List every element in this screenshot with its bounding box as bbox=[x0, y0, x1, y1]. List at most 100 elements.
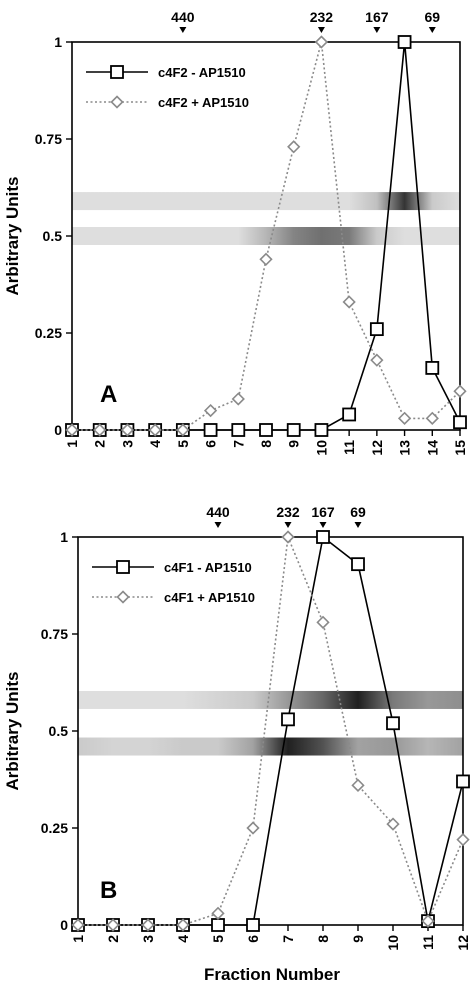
x-tick-label: 5 bbox=[210, 935, 226, 943]
series-point-diamond bbox=[93, 423, 107, 437]
y-tick-label: 0.5 bbox=[49, 723, 69, 739]
legend-diamond-marker bbox=[116, 590, 130, 604]
series-point-square bbox=[386, 716, 400, 731]
series-point-diamond bbox=[425, 411, 439, 425]
series-point-diamond bbox=[176, 918, 190, 932]
x-tick-label: 4 bbox=[175, 935, 191, 943]
series-point-diamond bbox=[246, 821, 260, 835]
series-point-square bbox=[259, 423, 273, 437]
series-point-square bbox=[281, 712, 295, 727]
gel-band-lower bbox=[72, 227, 460, 245]
x-tick-label: 14 bbox=[424, 440, 440, 456]
y-tick-label: 0.5 bbox=[43, 228, 63, 244]
series-line bbox=[78, 533, 464, 926]
y-tick-label: 1 bbox=[54, 34, 62, 50]
series-point-diamond bbox=[370, 353, 384, 367]
series-point-diamond bbox=[287, 140, 301, 154]
mw-marker-label: 167 bbox=[365, 9, 389, 25]
mw-marker-arrow bbox=[214, 522, 222, 528]
y-tick-label: 0 bbox=[54, 422, 62, 438]
series-point-diamond bbox=[386, 817, 400, 831]
mw-marker-label: 232 bbox=[310, 9, 334, 25]
series-point-square bbox=[211, 918, 225, 932]
series-point-diamond bbox=[342, 295, 356, 309]
series-point-square bbox=[316, 530, 330, 544]
mw-marker-arrow bbox=[373, 27, 381, 33]
x-tick-label: 7 bbox=[230, 440, 246, 448]
y-tick-label: 1 bbox=[60, 529, 68, 545]
x-axis-title: Fraction Number bbox=[204, 965, 340, 984]
panel-letter: B bbox=[100, 877, 117, 904]
series-point-diamond bbox=[397, 411, 412, 425]
series-point-diamond bbox=[71, 918, 85, 932]
legend-square-marker bbox=[110, 65, 124, 79]
series-point-diamond bbox=[351, 778, 365, 792]
series-point-diamond bbox=[314, 35, 329, 49]
series-point-diamond bbox=[148, 423, 162, 437]
gel-band-upper bbox=[78, 690, 463, 709]
mw-marker-arrow bbox=[354, 522, 362, 528]
series-point-square bbox=[231, 423, 246, 437]
series-line bbox=[78, 535, 464, 926]
mw-marker-arrow bbox=[317, 27, 325, 33]
x-tick-label: 13 bbox=[397, 440, 413, 456]
x-tick-label: 8 bbox=[315, 935, 331, 943]
y-axis-title: Arbitrary Units bbox=[3, 671, 22, 790]
series-line bbox=[72, 41, 461, 431]
x-tick-label: 7 bbox=[280, 935, 296, 943]
x-tick-label: 3 bbox=[119, 440, 135, 448]
series-point-diamond bbox=[106, 918, 120, 932]
x-tick-label: 3 bbox=[140, 935, 156, 943]
x-tick-label: 8 bbox=[258, 440, 274, 448]
series-point-square bbox=[286, 423, 301, 437]
y-tick-label: 0 bbox=[60, 917, 68, 933]
series-point-diamond bbox=[120, 423, 135, 437]
series-point-square bbox=[246, 918, 260, 932]
x-tick-label: 9 bbox=[286, 440, 302, 448]
series-point-diamond bbox=[316, 615, 330, 629]
mw-marker-label: 167 bbox=[311, 504, 335, 520]
x-tick-label: 12 bbox=[455, 935, 471, 951]
series-point-square bbox=[342, 407, 357, 422]
x-tick-label: 12 bbox=[369, 440, 385, 456]
mw-marker-label: 232 bbox=[276, 504, 300, 520]
x-tick-label: 10 bbox=[385, 935, 401, 951]
x-tick-label: 11 bbox=[341, 440, 357, 455]
y-tick-label: 0.25 bbox=[35, 325, 62, 341]
series-point-diamond bbox=[203, 403, 218, 418]
legend-label: c4F1 + AP1510 bbox=[164, 590, 255, 605]
mw-marker-label: 69 bbox=[424, 9, 440, 25]
x-tick-label: 6 bbox=[203, 440, 219, 448]
gel-band-upper bbox=[72, 192, 460, 211]
series-point-square bbox=[351, 557, 365, 572]
legend-diamond-marker bbox=[110, 95, 124, 109]
x-tick-label: 10 bbox=[313, 440, 329, 456]
mw-marker-arrow bbox=[428, 27, 436, 33]
series-point-square bbox=[397, 35, 412, 49]
y-tick-label: 0.75 bbox=[35, 131, 62, 147]
y-axis-title: Arbitrary Units bbox=[3, 176, 22, 295]
x-tick-label: 4 bbox=[147, 440, 163, 448]
legend-label: c4F2 + AP1510 bbox=[158, 95, 249, 110]
x-tick-label: 15 bbox=[452, 440, 468, 456]
y-tick-label: 0.75 bbox=[41, 626, 68, 642]
series-point-square bbox=[453, 415, 467, 430]
mw-marker-label: 440 bbox=[171, 9, 195, 25]
y-tick-label: 0.25 bbox=[41, 820, 68, 836]
x-tick-label: 1 bbox=[70, 935, 86, 943]
mw-marker-arrow bbox=[284, 522, 292, 528]
mw-marker-arrow bbox=[179, 27, 187, 33]
series-point-square bbox=[369, 322, 384, 337]
series-point-diamond bbox=[421, 914, 435, 928]
x-tick-label: 2 bbox=[105, 935, 121, 943]
legend-square-marker bbox=[116, 560, 130, 574]
series-point-diamond bbox=[65, 423, 79, 437]
series-point-square bbox=[456, 774, 470, 789]
x-tick-label: 9 bbox=[350, 935, 366, 943]
plot-frame bbox=[77, 536, 464, 926]
legend-label: c4F2 - AP1510 bbox=[158, 65, 246, 80]
mw-marker-label: 69 bbox=[350, 504, 366, 520]
x-tick-label: 6 bbox=[245, 935, 261, 943]
